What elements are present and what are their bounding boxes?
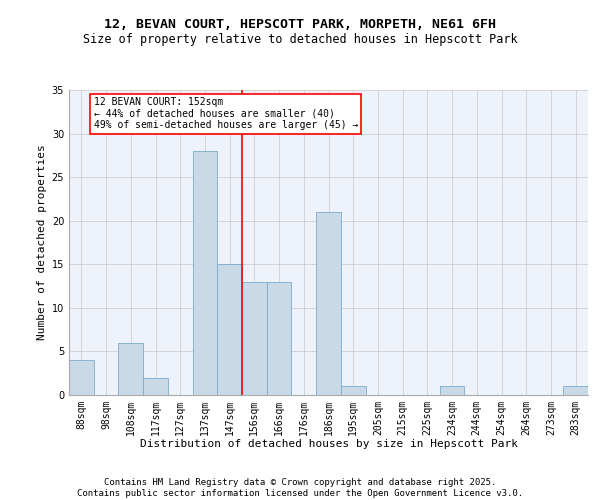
Bar (563, 386, 588, 395)
Text: 12, BEVAN COURT, HEPSCOTT PARK, MORPETH, NE61 6FH: 12, BEVAN COURT, HEPSCOTT PARK, MORPETH,… (104, 18, 496, 30)
Bar (341, 386, 365, 395)
Bar (69, 360, 94, 395)
Bar (193, 151, 217, 395)
Text: Contains HM Land Registry data © Crown copyright and database right 2025.
Contai: Contains HM Land Registry data © Crown c… (77, 478, 523, 498)
Bar (267, 282, 292, 395)
Text: 12 BEVAN COURT: 152sqm
← 44% of detached houses are smaller (40)
49% of semi-det: 12 BEVAN COURT: 152sqm ← 44% of detached… (94, 97, 358, 130)
X-axis label: Distribution of detached houses by size in Hepscott Park: Distribution of detached houses by size … (139, 440, 517, 450)
Bar (440, 386, 464, 395)
Bar (217, 264, 242, 395)
Text: Size of property relative to detached houses in Hepscott Park: Size of property relative to detached ho… (83, 32, 517, 46)
Bar (242, 282, 267, 395)
Bar (118, 342, 143, 395)
Y-axis label: Number of detached properties: Number of detached properties (37, 144, 47, 340)
Bar (316, 212, 341, 395)
Bar (143, 378, 168, 395)
